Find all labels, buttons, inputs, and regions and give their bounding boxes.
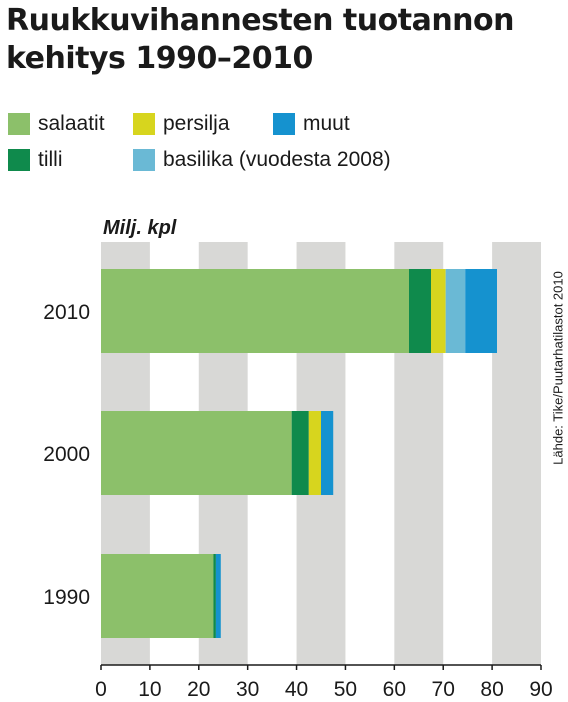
bar-segment-1990-tilli	[213, 554, 216, 638]
x-tick-label-10: 10	[138, 678, 161, 701]
x-tick-label-20: 20	[187, 678, 210, 701]
legend-swatch-tilli	[8, 149, 30, 171]
x-tick-label-90: 90	[529, 678, 552, 701]
legend-item-salaatit: salaatit	[8, 112, 105, 136]
x-tick-label-60: 60	[383, 678, 406, 701]
chart-title-line2: kehitys 1990–2010	[6, 41, 313, 76]
x-tick-label-40: 40	[285, 678, 308, 701]
bar-segment-2000-muut	[321, 411, 334, 495]
x-tick-label-50: 50	[334, 678, 357, 701]
legend-label-basilika: basilika (vuodesta 2008)	[163, 148, 391, 171]
bar-segment-2000-persilja	[308, 411, 321, 495]
bar-segment-1990-muut	[215, 554, 221, 638]
bar-segment-2010-salaatit	[101, 269, 409, 353]
x-tick-label-80: 80	[480, 678, 503, 701]
bar-segment-2010-basilika	[445, 269, 466, 353]
unit-label: Milj. kpl	[103, 217, 177, 239]
legend-label-muut: muut	[303, 112, 350, 135]
legend-item-tilli: tilli	[8, 148, 63, 172]
legend-label-tilli: tilli	[38, 148, 63, 171]
bar-segment-2010-muut	[465, 269, 497, 353]
chart-title: Ruukkuvihannesten tuotannon kehitys 1990…	[6, 2, 546, 78]
legend-swatch-muut	[273, 113, 295, 135]
bar-segment-2000-salaatit	[101, 411, 292, 495]
legend-label-salaatit: salaatit	[38, 112, 105, 135]
legend-swatch-persilja	[133, 113, 155, 135]
x-tick-label-0: 0	[95, 678, 107, 701]
legend-swatch-basilika	[133, 149, 155, 171]
source-note: Lähde: Tike/Puutarhatilastot 2010	[550, 271, 566, 465]
category-label-1990: 1990	[43, 586, 90, 609]
legend-swatch-salaatit	[8, 113, 30, 135]
bar-segment-2010-tilli	[409, 269, 431, 353]
category-label-2000: 2000	[43, 443, 90, 466]
bar-segment-2010-persilja	[431, 269, 446, 353]
legend-label-persilja: persilja	[163, 112, 230, 135]
category-label-2010: 2010	[43, 301, 90, 324]
legend-item-persilja: persilja	[133, 112, 230, 136]
x-tick-label-30: 30	[236, 678, 259, 701]
bar-segment-2000-tilli	[291, 411, 309, 495]
legend-item-basilika: basilika (vuodesta 2008)	[133, 148, 391, 172]
legend-item-muut: muut	[273, 112, 350, 136]
x-tick-label-70: 70	[432, 678, 455, 701]
bar-segment-1990-salaatit	[101, 554, 214, 638]
grid-band	[492, 242, 541, 665]
chart-title-line1: Ruukkuvihannesten tuotannon	[6, 3, 515, 38]
